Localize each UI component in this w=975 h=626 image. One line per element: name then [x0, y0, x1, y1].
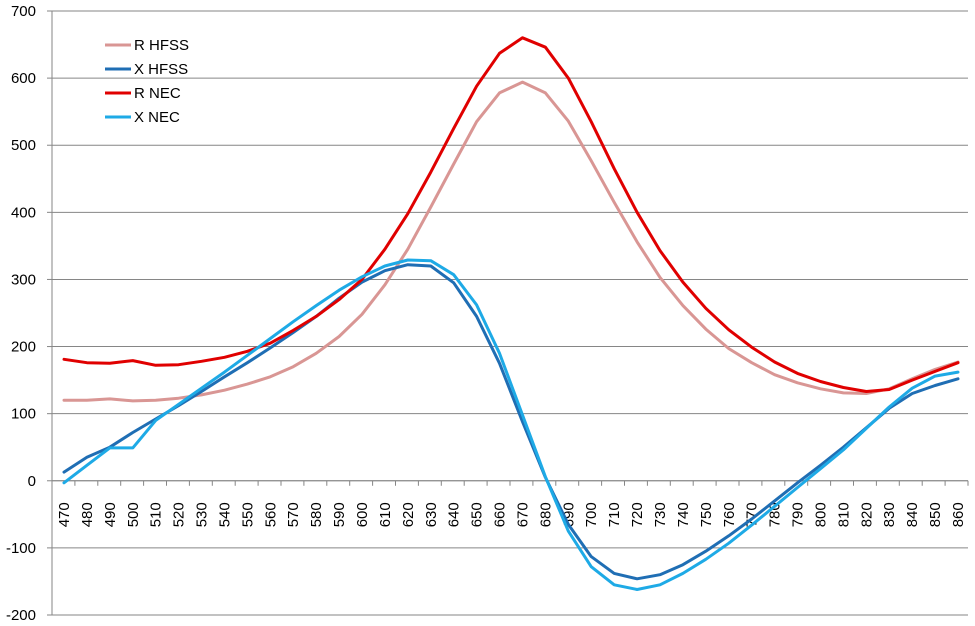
x-tick-label: 800 — [812, 502, 829, 527]
x-tick-label: 630 — [423, 502, 440, 527]
y-tick-label: -100 — [6, 540, 36, 557]
x-tick-label: 490 — [102, 502, 119, 527]
y-tick-label: 500 — [11, 137, 36, 154]
x-tick-label: 620 — [400, 502, 417, 527]
x-tick-label: 710 — [606, 502, 623, 527]
x-tick-label: 830 — [881, 502, 898, 527]
x-tick-label: 660 — [492, 502, 509, 527]
x-tick-label: 520 — [171, 502, 188, 527]
x-tick-label: 470 — [56, 502, 73, 527]
x-tick-label: 640 — [446, 502, 463, 527]
y-tick-label: 300 — [11, 271, 36, 288]
y-tick-label: 600 — [11, 70, 36, 87]
x-tick-label: 750 — [698, 502, 715, 527]
x-tick-label: 550 — [239, 502, 256, 527]
x-tick-label: 810 — [835, 502, 852, 527]
y-tick-label: 700 — [11, 3, 36, 20]
series-line-x-hfss — [62, 263, 960, 581]
x-tick-label: 590 — [331, 502, 348, 527]
x-tick-label: 850 — [927, 502, 944, 527]
x-tick-label: 600 — [354, 502, 371, 527]
series-lines — [62, 36, 960, 591]
x-tick-label: 530 — [194, 502, 211, 527]
x-tick-label: 570 — [285, 502, 302, 527]
x-axis: 470 480 490 500 510 520 530 540 550 560 570 580 590 6… — [51, 480, 969, 527]
y-tick-label: -200 — [6, 607, 36, 624]
x-tick-label: 680 — [537, 502, 554, 527]
legend: R HFSS X HFSS R NEC X NEC — [105, 37, 189, 126]
x-tick-label: 610 — [377, 502, 394, 527]
x-tick-label: 700 — [583, 502, 600, 527]
series-line-r-nec — [62, 36, 960, 393]
x-tick-label: 790 — [790, 502, 807, 527]
x-tick-label: 650 — [469, 502, 486, 527]
y-tick-label: 400 — [11, 204, 36, 221]
gridlines — [52, 10, 968, 616]
x-tick-label: 670 — [514, 502, 531, 527]
x-tick-label: 720 — [629, 502, 646, 527]
x-tick-label: 560 — [262, 502, 279, 527]
legend-label: R NEC — [134, 85, 181, 102]
x-tick-label: 500 — [125, 502, 142, 527]
legend-label: R HFSS — [134, 37, 189, 54]
series-line-r-hfss — [62, 80, 960, 403]
x-tick-label: 760 — [721, 502, 738, 527]
x-tick-label: 740 — [675, 502, 692, 527]
series-line-x-nec — [62, 258, 960, 591]
x-tick-label: 730 — [652, 502, 669, 527]
y-tick-label: 200 — [11, 339, 36, 356]
x-tick-label: 860 — [950, 502, 967, 527]
legend-label: X HFSS — [134, 61, 188, 78]
x-tick-label: 480 — [79, 502, 96, 527]
y-tick-label: 100 — [11, 406, 36, 423]
y-tick-label: 0 — [28, 473, 36, 490]
legend-label: X NEC — [134, 109, 180, 126]
x-tick-label: 820 — [858, 502, 875, 527]
x-tick-label: 510 — [148, 502, 165, 527]
y-axis: -200 -100 0 100 200 300 400 500 600 700 — [6, 3, 53, 624]
x-tick-label: 580 — [308, 502, 325, 527]
x-tick-label: 840 — [904, 502, 921, 527]
x-tick-label: 540 — [216, 502, 233, 527]
